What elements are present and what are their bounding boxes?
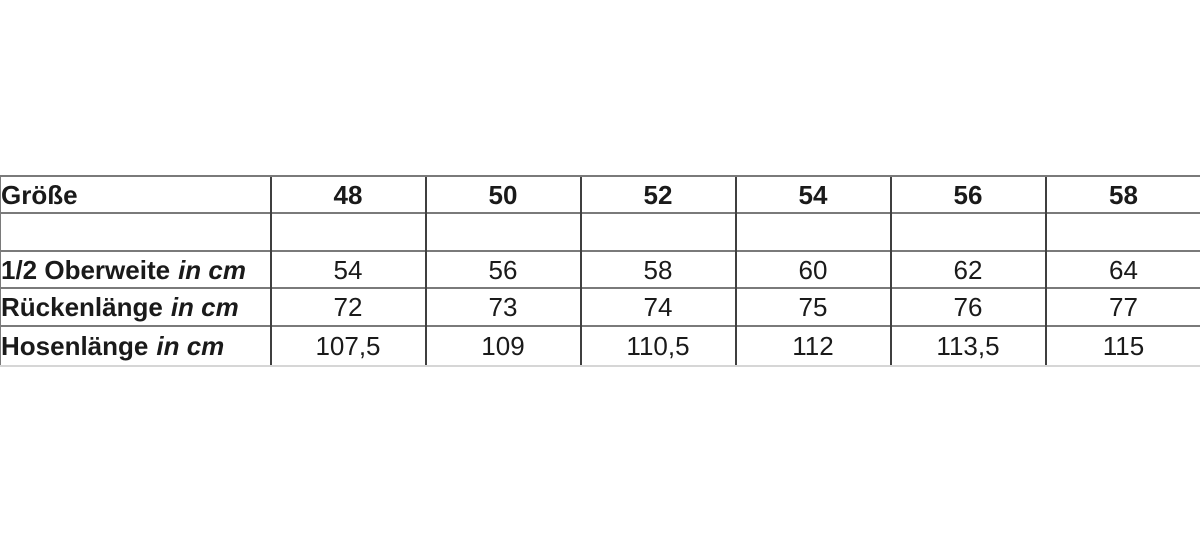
cell-hosenlaenge-48: 107,5 bbox=[269, 325, 426, 367]
table-row-hosenlaenge: Hosenlänge in cm 107,5 109 110,5 112 113,… bbox=[0, 325, 1200, 367]
size-chart-table: Größe 48 50 52 54 56 58 1/2 Oberweite in … bbox=[0, 175, 1200, 367]
header-size-48: 48 bbox=[269, 175, 426, 213]
spacer-cell bbox=[1044, 212, 1200, 251]
table-row-spacer bbox=[0, 212, 1200, 251]
spacer-cell bbox=[0, 212, 271, 251]
cell-rueckenlaenge-54: 75 bbox=[734, 287, 891, 326]
cell-hosenlaenge-52: 110,5 bbox=[579, 325, 736, 367]
header-size-52: 52 bbox=[579, 175, 736, 213]
cell-rueckenlaenge-48: 72 bbox=[269, 287, 426, 326]
cell-oberweite-56: 62 bbox=[889, 250, 1046, 288]
cell-rueckenlaenge-52: 74 bbox=[579, 287, 736, 326]
spacer-cell bbox=[579, 212, 736, 251]
row-label-oberweite: 1/2 Oberweite in cm bbox=[0, 250, 271, 288]
row-label-unit: in cm bbox=[170, 292, 239, 322]
header-size-50: 50 bbox=[424, 175, 581, 213]
cell-oberweite-54: 60 bbox=[734, 250, 891, 288]
cell-rueckenlaenge-56: 76 bbox=[889, 287, 1046, 326]
row-label-text: Hosenlänge bbox=[1, 331, 149, 361]
cell-rueckenlaenge-58: 77 bbox=[1044, 287, 1200, 326]
row-label-text: Rückenlänge bbox=[1, 292, 163, 322]
header-size-54: 54 bbox=[734, 175, 891, 213]
cell-hosenlaenge-50: 109 bbox=[424, 325, 581, 367]
cell-hosenlaenge-56: 113,5 bbox=[889, 325, 1046, 367]
table-row-header: Größe 48 50 52 54 56 58 bbox=[0, 175, 1200, 213]
spacer-cell bbox=[424, 212, 581, 251]
header-label-groesse: Größe bbox=[0, 175, 271, 213]
row-label-rueckenlaenge: Rückenlänge in cm bbox=[0, 287, 271, 326]
spacer-cell bbox=[734, 212, 891, 251]
cell-oberweite-58: 64 bbox=[1044, 250, 1200, 288]
spacer-cell bbox=[269, 212, 426, 251]
row-label-unit: in cm bbox=[156, 331, 225, 361]
cell-rueckenlaenge-50: 73 bbox=[424, 287, 581, 326]
table-row-oberweite: 1/2 Oberweite in cm 54 56 58 60 62 64 bbox=[0, 250, 1200, 288]
spacer-cell bbox=[889, 212, 1046, 251]
row-label-text: 1/2 Oberweite bbox=[1, 254, 171, 285]
header-size-56: 56 bbox=[889, 175, 1046, 213]
cell-oberweite-48: 54 bbox=[269, 250, 426, 288]
row-label-hosenlaenge: Hosenlänge in cm bbox=[0, 325, 271, 367]
table-row-rueckenlaenge: Rückenlänge in cm 72 73 74 75 76 77 bbox=[0, 287, 1200, 326]
row-label-unit: in cm bbox=[178, 254, 246, 285]
header-size-58: 58 bbox=[1044, 175, 1200, 213]
cell-oberweite-50: 56 bbox=[424, 250, 581, 288]
cell-hosenlaenge-58: 115 bbox=[1044, 325, 1200, 367]
cell-oberweite-52: 58 bbox=[579, 250, 736, 288]
cell-hosenlaenge-54: 112 bbox=[734, 325, 891, 367]
